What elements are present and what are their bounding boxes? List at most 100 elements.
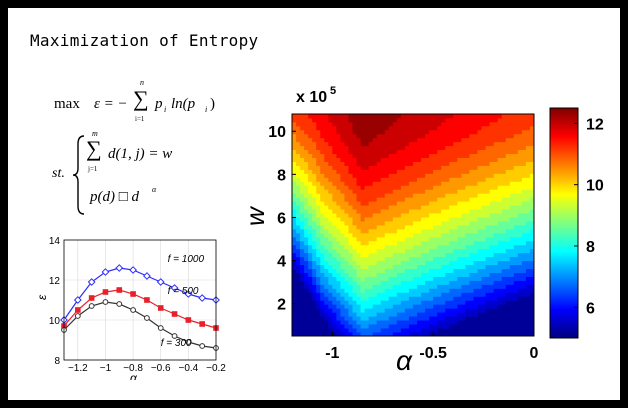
heatmap-cell bbox=[437, 157, 442, 162]
heatmap-cell bbox=[469, 324, 474, 329]
heatmap-cell bbox=[340, 201, 345, 206]
heatmap-cell bbox=[380, 117, 386, 123]
heatmap-cell bbox=[344, 240, 349, 246]
heatmap-cell bbox=[453, 312, 458, 317]
heatmap-cell bbox=[376, 141, 382, 147]
heatmap-cell bbox=[489, 121, 495, 127]
heatmap-cell bbox=[481, 225, 486, 230]
heatmap-cell bbox=[300, 300, 305, 305]
heatmap-cell bbox=[469, 137, 474, 143]
heatmap-cell bbox=[324, 300, 329, 305]
heatmap-cell bbox=[449, 185, 454, 190]
heatmap-cell bbox=[316, 133, 321, 139]
line-chart-point bbox=[157, 305, 164, 311]
heatmap-cell bbox=[392, 193, 398, 198]
heatmap-cell bbox=[489, 312, 495, 317]
slide-title: Maximization of Entropy bbox=[30, 31, 259, 50]
heatmap-cell bbox=[404, 232, 410, 238]
heatmap-cell bbox=[461, 312, 466, 317]
heatmap-cell bbox=[509, 324, 515, 329]
heatmap-cell bbox=[469, 328, 474, 333]
heatmap-cell bbox=[344, 125, 349, 131]
heatmap-cell bbox=[384, 129, 390, 135]
heatmap-cell bbox=[445, 221, 450, 226]
heatmap-cell bbox=[360, 165, 365, 170]
heatmap-cell bbox=[509, 205, 515, 210]
heatmap-cell bbox=[296, 280, 301, 285]
heatmap-cell bbox=[517, 228, 523, 234]
heatmap-cell bbox=[481, 117, 486, 123]
heatmap-cell bbox=[529, 252, 535, 258]
heatmap-cell bbox=[308, 125, 313, 131]
heatmap-cell bbox=[300, 264, 305, 269]
heatmap-cell bbox=[481, 296, 486, 301]
heatmap-cell bbox=[413, 252, 418, 258]
heatmap-cell bbox=[296, 248, 301, 254]
heatmap-cell bbox=[521, 264, 527, 269]
heatmap-cell bbox=[400, 316, 406, 321]
heatmap-cell bbox=[497, 205, 503, 210]
heatmap-cell bbox=[352, 256, 357, 262]
heatmap-cell bbox=[521, 181, 527, 186]
heatmap-cell bbox=[453, 296, 458, 301]
heatmap-cell bbox=[481, 153, 486, 158]
heatmap-cell bbox=[457, 141, 462, 147]
heatmap-cell bbox=[376, 125, 382, 131]
heatmap-cell bbox=[384, 217, 390, 222]
heatmap-cell bbox=[308, 221, 313, 226]
heatmap-cell bbox=[481, 121, 486, 127]
heatmap-cell bbox=[340, 125, 345, 131]
heatmap-cell bbox=[320, 308, 325, 313]
heatmap-cell bbox=[340, 181, 345, 186]
heatmap-xlabel: α bbox=[396, 345, 413, 374]
heatmap-cell bbox=[489, 268, 495, 273]
heatmap-cell bbox=[380, 300, 386, 305]
heatmap-cell bbox=[336, 177, 341, 182]
heatmap-cell bbox=[525, 149, 531, 155]
heatmap-cell bbox=[457, 280, 462, 285]
heatmap-cell bbox=[376, 312, 382, 317]
heatmap-cell bbox=[473, 197, 478, 202]
heatmap-cell bbox=[396, 300, 402, 305]
heatmap-cell bbox=[328, 244, 333, 250]
heatmap-cell bbox=[344, 256, 349, 262]
heatmap-cell bbox=[376, 149, 382, 155]
heatmap-cell bbox=[368, 332, 374, 337]
heatmap-cell bbox=[449, 141, 454, 147]
heatmap-cell bbox=[392, 209, 398, 214]
heatmap-cell bbox=[340, 292, 345, 297]
heatmap-cell bbox=[413, 145, 418, 151]
heatmap-cell bbox=[292, 201, 297, 206]
heatmap-cell bbox=[481, 268, 486, 273]
heatmap-cell bbox=[348, 236, 353, 242]
heatmap-cell bbox=[408, 141, 414, 147]
heatmap-cell bbox=[308, 264, 313, 269]
heatmap-cell bbox=[425, 252, 430, 258]
heatmap-cell bbox=[356, 308, 361, 313]
heatmap-cell bbox=[457, 324, 462, 329]
heatmap-cell bbox=[324, 161, 329, 166]
heatmap-cell bbox=[352, 320, 357, 325]
heatmap-cell bbox=[453, 137, 458, 143]
heatmap-cell bbox=[336, 252, 341, 258]
heatmap-cell bbox=[384, 193, 390, 198]
heatmap-cell bbox=[312, 260, 317, 266]
heatmap-cell bbox=[525, 256, 531, 262]
heatmap-cell bbox=[449, 264, 454, 269]
heatmap-cell bbox=[320, 248, 325, 254]
heatmap-cell bbox=[380, 201, 386, 206]
heatmap-cell bbox=[461, 185, 466, 190]
heatmap-cell bbox=[465, 264, 470, 269]
heatmap-cell bbox=[449, 213, 454, 218]
heatmap-cell bbox=[469, 316, 474, 321]
heatmap-cell bbox=[485, 328, 491, 333]
heatmap-cell bbox=[469, 268, 474, 273]
heatmap-cell bbox=[400, 308, 406, 313]
heatmap-cell bbox=[352, 268, 357, 273]
heatmap-cell bbox=[364, 284, 370, 289]
heatmap-cell bbox=[296, 228, 301, 234]
heatmap-cell bbox=[392, 157, 398, 162]
heatmap-cell bbox=[413, 300, 418, 305]
heatmap-cell bbox=[320, 260, 325, 266]
heatmap-cell bbox=[525, 324, 531, 329]
